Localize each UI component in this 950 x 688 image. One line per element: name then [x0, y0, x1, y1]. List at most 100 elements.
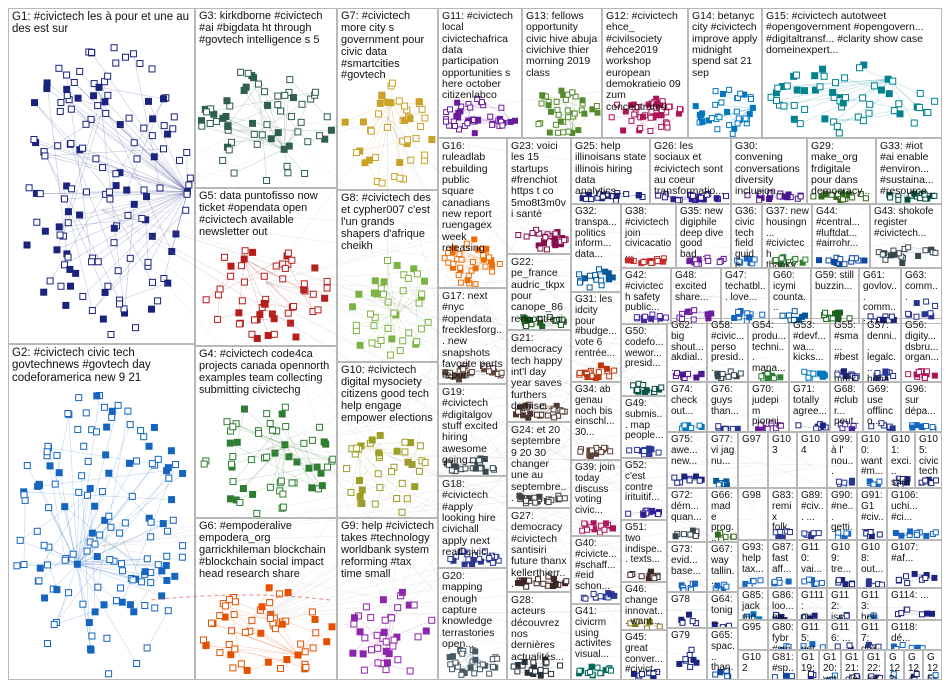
cluster-label: G99: à l' nou... [831, 434, 856, 478]
cluster-g114: G114: ... [887, 588, 942, 620]
user-node [352, 321, 360, 329]
user-node [756, 616, 763, 619]
user-node [831, 79, 839, 87]
user-node [887, 194, 894, 201]
cluster-label: G51: two indispe... texts... [625, 522, 663, 566]
user-node [67, 105, 75, 113]
cluster-network [627, 568, 661, 581]
user-node [86, 484, 94, 492]
user-node [69, 550, 77, 558]
user-node [384, 98, 392, 106]
user-node [584, 526, 591, 533]
cluster-network [801, 530, 822, 539]
cluster-edge [225, 116, 298, 133]
user-node [275, 590, 283, 598]
user-node [277, 107, 285, 115]
user-node [829, 315, 836, 322]
cluster-label: G18: #civictech #apply looking hire civi… [442, 478, 499, 558]
user-node [686, 611, 693, 618]
user-node [471, 130, 478, 137]
cluster-edge [89, 488, 96, 612]
cluster-label: G116: ... [831, 622, 851, 644]
user-node [892, 530, 899, 537]
user-node [489, 262, 496, 269]
user-node [25, 184, 33, 192]
user-node [684, 370, 691, 377]
user-node [355, 290, 363, 298]
user-node [485, 368, 492, 375]
user-node [718, 99, 725, 106]
user-node [648, 108, 655, 115]
user-node [714, 582, 721, 589]
user-node [932, 529, 939, 536]
cluster-edge [275, 628, 299, 656]
user-node [622, 108, 629, 115]
user-node [653, 112, 660, 119]
cluster-network [441, 236, 503, 287]
user-node [347, 488, 355, 496]
cluster-edge [390, 314, 397, 356]
cluster-label: G37: new housingn... #civictech thanks..… [766, 206, 812, 268]
user-node [790, 101, 798, 109]
user-node [783, 82, 791, 90]
user-node [744, 192, 751, 199]
user-node [158, 592, 166, 600]
cluster-network [849, 673, 861, 679]
user-node [183, 148, 191, 156]
user-node [207, 619, 215, 627]
user-node [108, 407, 116, 415]
cluster-label: G9: help #civictech takes #technology wo… [341, 520, 437, 580]
cluster-g30: G30: convening conversations diversity i… [731, 138, 807, 204]
cluster-network [755, 420, 784, 431]
user-node [56, 107, 64, 115]
cluster-network [800, 641, 826, 649]
user-node [163, 552, 171, 560]
user-node [133, 155, 141, 163]
user-node [579, 97, 586, 104]
user-node [129, 50, 137, 58]
cluster-edge [211, 622, 299, 656]
cluster-edge [146, 610, 169, 649]
user-node [144, 97, 152, 105]
user-node [308, 484, 316, 492]
user-node [895, 196, 902, 203]
user-node [164, 130, 172, 138]
cluster-edge [79, 71, 188, 192]
user-node [658, 123, 665, 130]
user-node [16, 536, 24, 544]
user-node [893, 479, 900, 486]
user-node [921, 311, 928, 318]
cluster-network [821, 309, 853, 323]
cluster-edge [37, 470, 167, 487]
cluster-edge [270, 444, 286, 488]
user-node [743, 616, 750, 619]
cluster-g47: G47: techatbl... love... [721, 268, 769, 324]
cluster-label: G122: let'... [867, 652, 881, 680]
user-node [169, 125, 177, 133]
user-node [362, 603, 370, 611]
user-node [913, 300, 920, 307]
cluster-label: G63: comm... [905, 270, 938, 303]
user-node [356, 492, 364, 500]
cluster-edge [358, 615, 387, 652]
user-node [581, 110, 588, 117]
user-node [286, 76, 294, 84]
user-node [108, 413, 116, 421]
cluster-label: G11: #civictech local civictechafrica da… [442, 10, 516, 102]
user-node [102, 451, 110, 459]
cluster-label: G110: vai... [801, 542, 823, 575]
user-node [235, 320, 243, 328]
user-node [461, 561, 468, 567]
user-node [393, 447, 401, 455]
user-node [459, 547, 466, 554]
user-node [717, 669, 724, 676]
user-node [98, 488, 106, 496]
user-node [112, 59, 120, 67]
user-node [480, 252, 487, 259]
user-node [575, 127, 582, 134]
user-node [93, 392, 101, 400]
user-node [767, 189, 774, 196]
user-node [393, 495, 401, 503]
user-node [225, 596, 233, 604]
user-node [133, 660, 141, 668]
